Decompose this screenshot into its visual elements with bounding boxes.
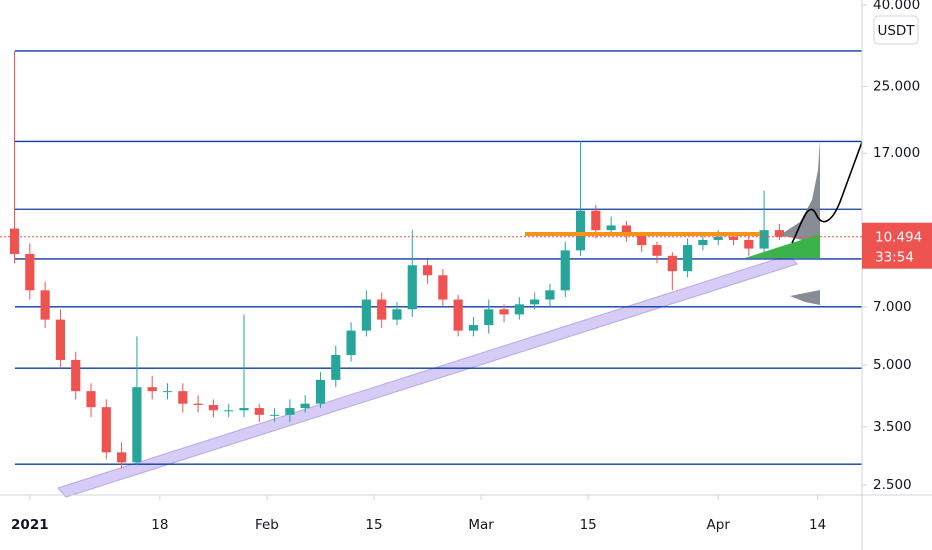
candle-body (239, 408, 249, 411)
candle-body (698, 239, 708, 246)
candle-body (178, 391, 188, 404)
x-tick-label: Mar (468, 517, 494, 533)
x-tick-label: Apr (707, 517, 731, 533)
candle-body (667, 255, 677, 272)
x-tick-label: 15 (365, 517, 382, 533)
candle-body (514, 304, 524, 315)
candle-body (101, 407, 111, 453)
candle-body (269, 414, 280, 416)
candle-body (560, 250, 570, 291)
candle-body (86, 391, 96, 408)
candle-body (147, 387, 157, 392)
candle-body (606, 225, 616, 231)
candle-body (484, 309, 494, 326)
x-tick-label: 18 (151, 517, 168, 533)
candle-body (331, 354, 341, 380)
candle-body (254, 408, 264, 415)
candle-body (40, 290, 50, 320)
candle-body (591, 210, 601, 231)
candle-body (759, 230, 769, 249)
candle-body (621, 225, 632, 235)
candle-body (407, 265, 417, 310)
candle-body (575, 210, 586, 251)
candle-body (132, 387, 142, 463)
candle-body (728, 236, 739, 240)
candle-body (193, 403, 203, 405)
x-tick-label: 15 (580, 517, 597, 533)
y-tick-label: 3.500 (873, 419, 912, 435)
candle-body (55, 319, 66, 360)
last-price-label: 10.494 (875, 230, 922, 246)
target-zone (745, 234, 820, 258)
x-tick-label: Feb (255, 517, 279, 533)
candle-body (744, 239, 754, 249)
candle-body (392, 309, 402, 320)
candle-body (713, 236, 723, 240)
candle-body (468, 325, 479, 331)
countdown-label: 33:54 (875, 250, 914, 266)
candle-body (652, 245, 662, 256)
candle-body (545, 290, 555, 300)
y-tick-label: 7.000 (873, 299, 912, 315)
last-price-box (862, 222, 932, 269)
x-tick-label: 2021 (11, 517, 49, 533)
y-tick-label: 17.000 (873, 145, 920, 161)
y-tick-label: 25.000 (873, 78, 920, 94)
candle-body (224, 410, 234, 412)
x-tick-label: 14 (809, 517, 826, 533)
trend-channel (57, 254, 798, 498)
candle-body (422, 265, 433, 276)
projection-path (791, 141, 863, 244)
candle-body (315, 379, 326, 404)
candle-body (162, 391, 173, 393)
candle-body (530, 299, 540, 305)
candle-body (361, 299, 371, 331)
y-tick-label: 2.500 (873, 477, 912, 493)
candle-body (25, 253, 35, 291)
currency-box[interactable] (873, 15, 919, 45)
candle-body (683, 245, 693, 272)
candle-body (499, 309, 509, 315)
y-tick-label: 5.000 (873, 357, 912, 373)
candle-body (377, 299, 387, 320)
candle-body (285, 408, 295, 415)
candle-body (208, 404, 218, 411)
currency-label: USDT (877, 23, 915, 39)
volume-profile (780, 140, 820, 322)
candle-body (637, 234, 647, 246)
candle-body (346, 330, 356, 355)
candle-body (117, 452, 127, 463)
candle-body (9, 228, 20, 254)
candle-body (300, 403, 310, 409)
candle-body (71, 359, 81, 392)
candle-body (453, 299, 463, 331)
plot (9, 50, 862, 469)
candle-body (438, 275, 448, 300)
y-tick-label: 40.000 (873, 0, 920, 13)
candle-body (774, 230, 784, 237)
